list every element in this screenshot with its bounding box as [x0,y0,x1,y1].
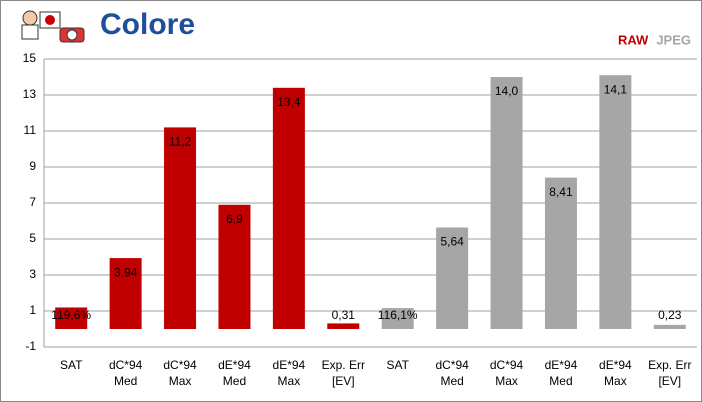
bar [381,308,414,329]
value-label: 119,6% [51,308,91,322]
x-tick-label: Med [549,374,572,388]
y-tick-label: 15 [23,51,37,65]
x-tick-label: Max [169,374,192,388]
bar [490,77,523,329]
value-label: 11,2 [169,135,192,149]
value-label: 116,1% [378,308,418,322]
x-tick-label: dE*94 [218,358,251,372]
legend-label: RAW [618,32,649,47]
y-tick-label: 5 [29,231,36,245]
x-tick-label: dC*94 [490,358,524,372]
x-tick-label: Med [440,374,463,388]
legend-label: JPEG [656,32,691,47]
value-label: 0,31 [332,308,356,322]
bar [544,177,577,329]
bar [109,258,142,329]
value-label: 3,94 [114,265,138,279]
y-tick-label: 7 [29,195,36,209]
x-tick-label: dC*94 [109,358,143,372]
bar [55,307,88,329]
value-label: 13,4 [277,95,301,109]
y-tick-label: 3 [29,267,36,281]
bar [436,227,469,329]
x-tick-label: Max [278,374,301,388]
x-tick-label: dE*94 [545,358,578,372]
value-label: 5,64 [440,235,464,249]
x-tick-label: [EV] [658,374,681,388]
bar [272,87,305,329]
bar [218,204,251,329]
bar [327,323,360,329]
bar [164,127,197,330]
y-tick-label: 9 [29,159,36,173]
x-tick-label: Exp. Err [648,358,691,372]
value-label: 8,41 [549,185,573,199]
x-tick-label: dE*94 [599,358,632,372]
y-tick-label: 11 [24,123,37,137]
value-label: 6,9 [226,212,243,226]
x-tick-label: Max [495,374,518,388]
bar [599,75,632,329]
y-tick-label: -1 [25,339,36,353]
y-tick-label: 1 [29,303,36,317]
x-tick-label: Med [114,374,137,388]
x-tick-label: dC*94 [435,358,469,372]
y-tick-label: 13 [23,87,37,101]
x-tick-label: Exp. Err [322,358,365,372]
x-tick-label: Max [604,374,627,388]
value-label: 0,23 [658,308,682,322]
x-tick-label: dE*94 [273,358,306,372]
x-tick-label: dC*94 [163,358,197,372]
bar [653,324,686,329]
value-label: 14,1 [604,82,628,96]
x-tick-label: SAT [386,358,409,372]
x-tick-label: [EV] [332,374,355,388]
logo [21,10,85,43]
chart-title: Colore [100,8,195,41]
x-tick-label: SAT [60,358,83,372]
x-tick-label: Med [223,374,246,388]
value-label: 14,0 [495,84,519,98]
